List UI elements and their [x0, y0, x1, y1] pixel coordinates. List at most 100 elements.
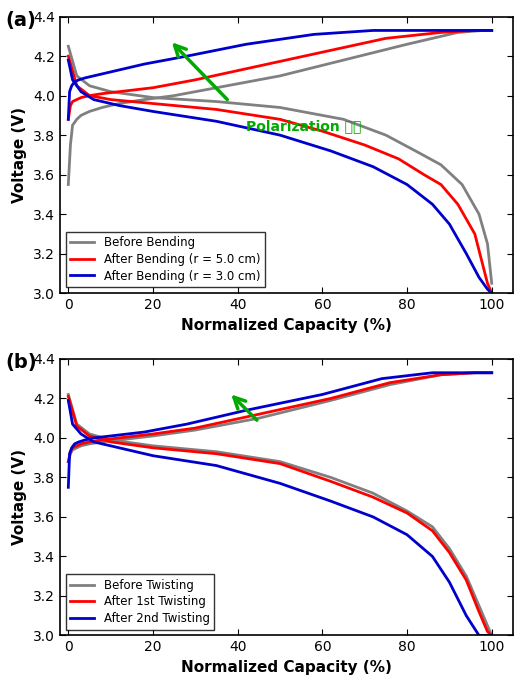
After Bending (r = 3.0 cm) — [82, 73, 89, 82]
Y-axis label: Voltage (V): Voltage (V) — [13, 449, 27, 545]
Line: After 2nd Twisting: After 2nd Twisting — [68, 372, 492, 487]
After 2nd Twisting — [107, 432, 114, 440]
After 1st Twisting — [150, 430, 156, 438]
After Bending (r = 3.0 cm) — [67, 88, 73, 96]
After 1st Twisting — [328, 394, 334, 403]
Text: (b): (b) — [5, 353, 37, 372]
Before Bending — [69, 121, 75, 130]
Before Bending — [86, 107, 93, 115]
Before Bending — [116, 99, 122, 108]
After 2nd Twisting — [488, 368, 495, 377]
After 1st Twisting — [116, 434, 122, 442]
X-axis label: Normalized Capacity (%): Normalized Capacity (%) — [181, 318, 392, 333]
After Bending (r = 3.0 cm) — [243, 40, 249, 49]
After Bending (r = 5.0 cm) — [256, 62, 262, 70]
After 2nd Twisting — [484, 368, 490, 377]
Line: After 1st Twisting: After 1st Twisting — [68, 372, 492, 462]
After Bending (r = 3.0 cm) — [69, 82, 75, 90]
After Bending (r = 3.0 cm) — [65, 115, 71, 123]
After Bending (r = 5.0 cm) — [116, 88, 122, 96]
After 1st Twisting — [387, 379, 393, 387]
After Bending (r = 5.0 cm) — [383, 34, 389, 43]
Before Bending — [277, 72, 283, 80]
Before Bending — [480, 26, 486, 34]
After Bending (r = 3.0 cm) — [76, 75, 82, 84]
After 2nd Twisting — [91, 434, 97, 442]
Before Bending — [67, 141, 73, 149]
Before Bending — [213, 84, 220, 92]
After 1st Twisting — [192, 424, 199, 432]
After Bending (r = 3.0 cm) — [484, 26, 490, 34]
After 2nd Twisting — [243, 406, 249, 414]
Before Twisting — [67, 449, 73, 458]
After Bending (r = 5.0 cm) — [69, 97, 75, 106]
After 2nd Twisting — [141, 428, 148, 436]
After 1st Twisting — [488, 368, 495, 377]
After Bending (r = 5.0 cm) — [78, 93, 84, 102]
Before Bending — [141, 95, 148, 104]
Y-axis label: Voltage (V): Voltage (V) — [13, 107, 27, 203]
After 2nd Twisting — [184, 420, 190, 428]
After 1st Twisting — [484, 368, 490, 377]
Legend: Before Bending, After Bending (r = 5.0 cm), After Bending (r = 3.0 cm): Before Bending, After Bending (r = 5.0 c… — [66, 232, 265, 287]
After Bending (r = 5.0 cm) — [319, 48, 325, 56]
After 2nd Twisting — [76, 438, 82, 446]
After 2nd Twisting — [65, 483, 71, 491]
After 2nd Twisting — [319, 390, 325, 399]
Before Twisting — [116, 436, 122, 444]
Before Twisting — [488, 368, 495, 377]
Before Bending — [488, 26, 495, 34]
After 2nd Twisting — [429, 368, 435, 377]
After 2nd Twisting — [467, 368, 474, 377]
After 1st Twisting — [86, 438, 93, 446]
After Bending (r = 3.0 cm) — [311, 30, 317, 38]
Line: After Bending (r = 3.0 cm): After Bending (r = 3.0 cm) — [68, 30, 492, 119]
Before Bending — [65, 180, 71, 189]
Before Bending — [74, 115, 80, 123]
Before Twisting — [69, 446, 75, 454]
After Bending (r = 3.0 cm) — [370, 26, 376, 34]
Line: Before Twisting: Before Twisting — [68, 372, 492, 462]
Before Bending — [171, 91, 177, 99]
After Bending (r = 5.0 cm) — [74, 95, 80, 104]
Before Twisting — [192, 426, 199, 434]
After 1st Twisting — [99, 436, 105, 444]
After Bending (r = 5.0 cm) — [67, 102, 73, 110]
After 1st Twisting — [256, 410, 262, 418]
Before Twisting — [387, 381, 393, 389]
Legend: Before Twisting, After 1st Twisting, After 2nd Twisting: Before Twisting, After 1st Twisting, Aft… — [66, 574, 214, 630]
Before Twisting — [65, 458, 71, 466]
Before Bending — [78, 111, 84, 119]
Text: (a): (a) — [5, 11, 36, 30]
Before Twisting — [256, 414, 262, 423]
Before Twisting — [472, 368, 478, 377]
After 1st Twisting — [74, 442, 80, 450]
Line: Before Bending: Before Bending — [68, 30, 492, 185]
After Bending (r = 3.0 cm) — [107, 68, 114, 76]
After Bending (r = 5.0 cm) — [488, 26, 495, 34]
After Bending (r = 3.0 cm) — [425, 26, 431, 34]
Before Twisting — [150, 432, 156, 440]
After Bending (r = 5.0 cm) — [150, 84, 156, 92]
After Bending (r = 5.0 cm) — [86, 91, 93, 99]
After Bending (r = 3.0 cm) — [463, 26, 470, 34]
After 2nd Twisting — [69, 444, 75, 452]
After Bending (r = 3.0 cm) — [488, 26, 495, 34]
Before Twisting — [99, 438, 105, 446]
After Bending (r = 3.0 cm) — [184, 52, 190, 60]
After 2nd Twisting — [67, 449, 73, 458]
After 1st Twisting — [78, 440, 84, 448]
After 1st Twisting — [438, 370, 444, 379]
Before Twisting — [78, 442, 84, 450]
After Bending (r = 5.0 cm) — [192, 75, 199, 84]
After Bending (r = 3.0 cm) — [91, 72, 97, 80]
After Bending (r = 3.0 cm) — [71, 78, 78, 86]
Before Bending — [99, 104, 105, 112]
After Bending (r = 3.0 cm) — [141, 60, 148, 68]
After 2nd Twisting — [71, 440, 78, 448]
After 1st Twisting — [65, 458, 71, 466]
Before Bending — [404, 40, 410, 49]
Before Bending — [455, 28, 461, 36]
Before Twisting — [74, 444, 80, 452]
After 2nd Twisting — [82, 436, 89, 444]
